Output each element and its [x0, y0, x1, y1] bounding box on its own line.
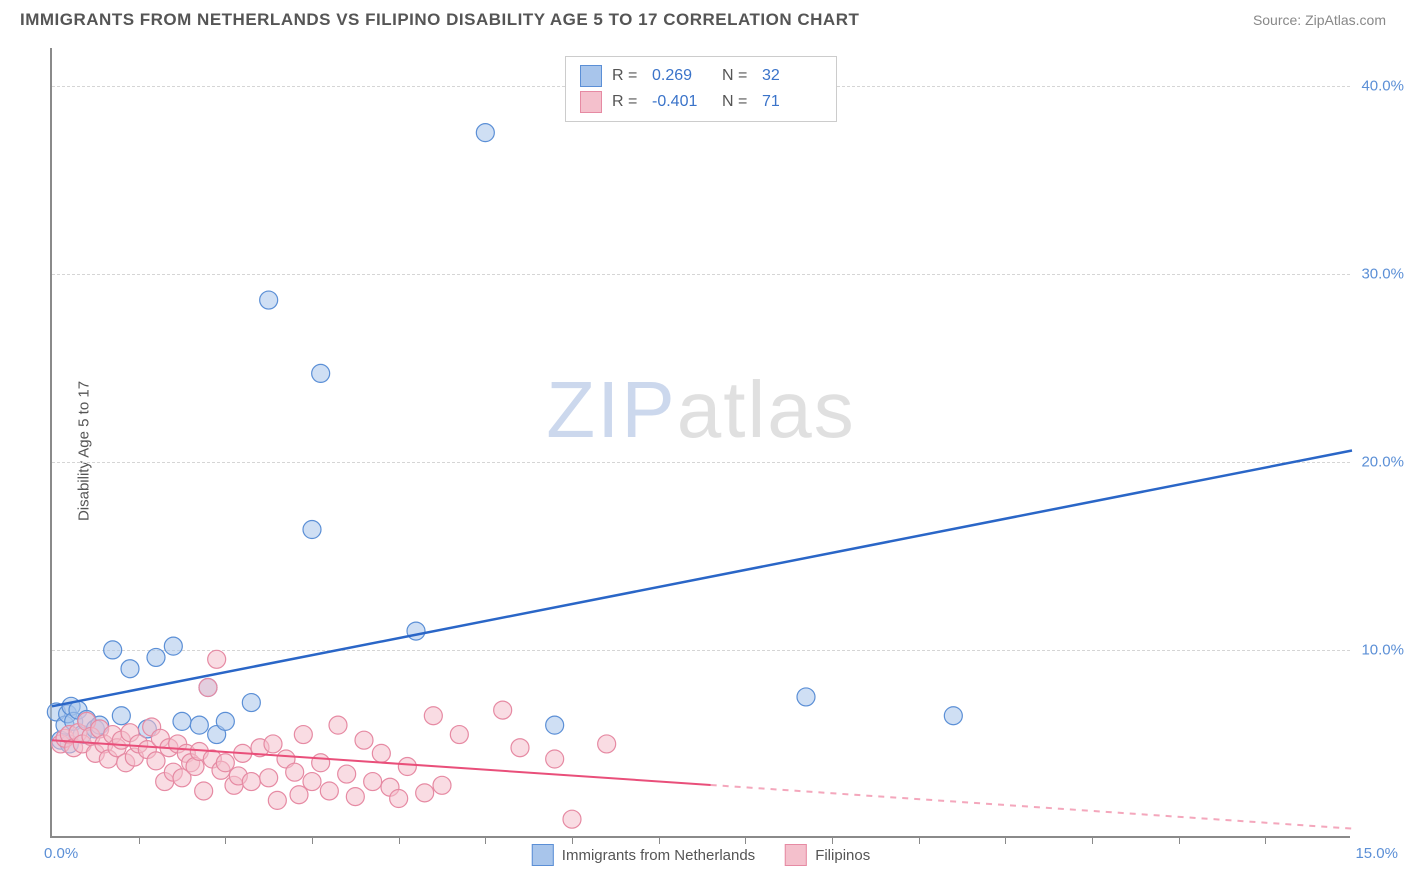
scatter-point [329, 716, 347, 734]
stat-r-label: R = [612, 67, 642, 85]
scatter-point [546, 750, 564, 768]
legend-item: Immigrants from Netherlands [532, 844, 755, 866]
scatter-point [407, 622, 425, 640]
stat-r-label: R = [612, 93, 642, 111]
stat-n-label: N = [722, 93, 752, 111]
scatter-point [264, 735, 282, 753]
scatter-point [364, 773, 382, 791]
x-tick [1092, 836, 1093, 844]
scatter-point [268, 791, 286, 809]
scatter-point [476, 124, 494, 142]
scatter-point [355, 731, 373, 749]
x-tick [225, 836, 226, 844]
scatter-point [303, 773, 321, 791]
scatter-point [312, 364, 330, 382]
x-tick [139, 836, 140, 844]
scatter-point [320, 782, 338, 800]
x-tick [745, 836, 746, 844]
legend-label: Immigrants from Netherlands [562, 847, 755, 864]
legend-swatch [580, 65, 602, 87]
scatter-point [303, 521, 321, 539]
y-tick-label: 10.0% [1361, 641, 1404, 658]
x-tick [1005, 836, 1006, 844]
stat-r-value: -0.401 [652, 93, 712, 111]
x-axis-min-label: 0.0% [44, 845, 78, 862]
legend-item: Filipinos [785, 844, 870, 866]
scatter-point [199, 679, 217, 697]
scatter-point [944, 707, 962, 725]
source-label: Source: ZipAtlas.com [1253, 12, 1386, 28]
stat-n-label: N = [722, 67, 752, 85]
scatter-point [433, 776, 451, 794]
scatter-point [294, 726, 312, 744]
legend-swatch [785, 844, 807, 866]
scatter-point [208, 650, 226, 668]
scatter-point [494, 701, 512, 719]
scatter-point [195, 782, 213, 800]
x-axis-max-label: 15.0% [1355, 845, 1398, 862]
scatter-point [112, 707, 130, 725]
scatter-point [372, 744, 390, 762]
scatter-point [104, 641, 122, 659]
scatter-point [416, 784, 434, 802]
scatter-point [546, 716, 564, 734]
x-tick [312, 836, 313, 844]
scatter-point [147, 648, 165, 666]
scatter-point [797, 688, 815, 706]
scatter-point [511, 739, 529, 757]
legend-swatch [532, 844, 554, 866]
legend-swatch [580, 91, 602, 113]
scatter-point [346, 788, 364, 806]
scatter-point [164, 637, 182, 655]
scatter-point [312, 754, 330, 772]
scatter-point [563, 810, 581, 828]
scatter-point [390, 790, 408, 808]
scatter-point [450, 726, 468, 744]
scatter-point [242, 773, 260, 791]
stats-legend-row: R = -0.401 N = 71 [580, 89, 822, 115]
trend-line-dashed [711, 785, 1352, 829]
x-tick [832, 836, 833, 844]
stats-legend-row: R = 0.269 N = 32 [580, 63, 822, 89]
stats-legend: R = 0.269 N = 32 R = -0.401 N = 71 [565, 56, 837, 122]
scatter-point [424, 707, 442, 725]
scatter-point [173, 712, 191, 730]
scatter-point [260, 291, 278, 309]
scatter-point [121, 660, 139, 678]
y-tick-label: 20.0% [1361, 453, 1404, 470]
stat-n-value: 32 [762, 67, 822, 85]
x-tick [659, 836, 660, 844]
legend-label: Filipinos [815, 847, 870, 864]
x-tick [572, 836, 573, 844]
trend-line [52, 451, 1352, 707]
chart-container: Disability Age 5 to 17 ZIPatlas 10.0%20.… [50, 48, 1390, 854]
y-tick-label: 40.0% [1361, 77, 1404, 94]
plot-area: ZIPatlas 10.0%20.0%30.0%40.0% R =0.269N … [50, 48, 1350, 838]
scatter-svg [52, 48, 1352, 838]
scatter-point [260, 769, 278, 787]
x-tick [1265, 836, 1266, 844]
scatter-point [398, 758, 416, 776]
x-tick [919, 836, 920, 844]
stat-r-value: 0.269 [652, 67, 712, 85]
stat-n-value: 71 [762, 93, 822, 111]
scatter-point [598, 735, 616, 753]
x-tick [399, 836, 400, 844]
series-legend: Immigrants from Netherlands Filipinos [532, 844, 870, 866]
chart-title: IMMIGRANTS FROM NETHERLANDS VS FILIPINO … [20, 10, 859, 30]
scatter-point [338, 765, 356, 783]
x-tick [485, 836, 486, 844]
scatter-point [190, 716, 208, 734]
y-tick-label: 30.0% [1361, 265, 1404, 282]
scatter-point [286, 763, 304, 781]
scatter-point [216, 712, 234, 730]
scatter-point [242, 694, 260, 712]
chart-header: IMMIGRANTS FROM NETHERLANDS VS FILIPINO … [0, 0, 1406, 34]
x-tick [1179, 836, 1180, 844]
